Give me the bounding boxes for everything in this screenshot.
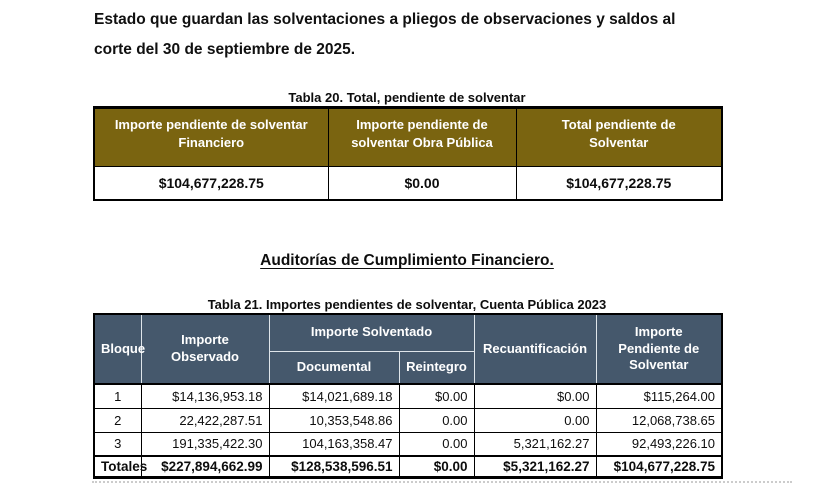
cell-recuantificacion: 0.00 <box>473 407 597 433</box>
cell-total-importe-pendiente: $104,677,228.75 <box>595 455 723 478</box>
page-bottom-dotted-separator <box>92 481 792 483</box>
table20-value-obra-publica: $0.00 <box>327 166 517 200</box>
table21-header-bloque: Bloque <box>93 313 145 385</box>
table20-value-financiero: $104,677,228.75 <box>93 166 329 200</box>
cell-totales-label: Totales <box>93 455 147 478</box>
table20-caption: Tabla 20. Total, pendiente de solventar <box>288 90 526 105</box>
cell-recuantificacion: $0.00 <box>473 383 597 409</box>
table21-header-row-1: Bloque Importe Observado Importe Solvent… <box>93 313 723 385</box>
cell-importe-observado: 191,335,422.30 <box>140 431 270 457</box>
cell-reintegro: 0.00 <box>398 431 475 457</box>
table-importes-pendientes: Bloque Importe Observado Importe Solvent… <box>93 313 724 479</box>
page-title: Estado que guardan las solventaciones a … <box>94 5 746 65</box>
cell-importe-pendiente: 92,493,226.10 <box>595 431 723 457</box>
cell-documental: 104,163,358.47 <box>268 431 400 457</box>
cell-total-observado: $227,894,662.99 <box>140 455 270 478</box>
table-row-totales: Totales $227,894,662.99 $128,538,596.51 … <box>93 455 723 478</box>
cell-total-recuantificacion: $5,321,162.27 <box>473 455 597 478</box>
table-row-bloque-1: 1 $14,136,953.18 $14,021,689.18 $0.00 $0… <box>93 383 723 409</box>
table20-header-financiero: Importe pendiente de solventar Financier… <box>93 107 329 167</box>
cell-bloque: 2 <box>93 407 142 433</box>
table21-header-row-2: Documental Reintegro <box>94 350 722 385</box>
table20-header-row: Importe pendiente de solventar Financier… <box>93 107 723 167</box>
cell-total-reintegro: $0.00 <box>398 455 475 478</box>
cell-importe-observado: 22,422,287.51 <box>140 407 270 433</box>
cell-documental: $14,021,689.18 <box>268 383 400 409</box>
table20-header-obra-publica: Importe pendiente de solventar Obra Públ… <box>327 107 517 167</box>
cell-recuantificacion: 5,321,162.27 <box>473 431 597 457</box>
cell-bloque: 3 <box>93 431 142 457</box>
cell-importe-observado: $14,136,953.18 <box>140 383 270 409</box>
table21-caption: Tabla 21. Importes pendientes de solvent… <box>207 297 607 312</box>
section-heading: Auditorías de Cumplimiento Financiero. <box>260 252 554 269</box>
cell-reintegro: 0.00 <box>398 407 475 433</box>
cell-importe-pendiente: 12,068,738.65 <box>595 407 723 433</box>
table-total-pendiente: Importe pendiente de solventar Financier… <box>93 106 723 201</box>
cell-documental: 10,353,548.86 <box>268 407 400 433</box>
table21-header-recuantificacion: Recuantificación <box>473 313 597 385</box>
page-title-line-2: corte del 30 de septiembre de 2025. <box>94 41 356 58</box>
cell-total-documental: $128,538,596.51 <box>268 455 400 478</box>
cell-reintegro: $0.00 <box>398 383 475 409</box>
table21-header-reintegro: Reintegro <box>398 350 475 385</box>
table21-header-importe-observado: Importe Observado <box>140 313 270 385</box>
table21-header-importe-solventado: Importe Solventado <box>268 313 475 352</box>
page-title-line-1: Estado que guardan las solventaciones a … <box>94 11 676 28</box>
cell-bloque: 1 <box>93 383 142 409</box>
table21-header-importe-pendiente: Importe Pendiente de Solventar <box>595 313 723 385</box>
table-row-bloque-3: 3 191,335,422.30 104,163,358.47 0.00 5,3… <box>93 431 723 457</box>
table-row-bloque-2: 2 22,422,287.51 10,353,548.86 0.00 0.00 … <box>93 407 723 433</box>
table20-header-total: Total pendiente de Solventar <box>515 107 723 167</box>
cell-importe-pendiente: $115,264.00 <box>595 383 723 409</box>
table20-value-row: $104,677,228.75 $0.00 $104,677,228.75 <box>93 166 723 200</box>
table21-header-documental: Documental <box>268 350 400 385</box>
table20-value-total: $104,677,228.75 <box>515 166 723 200</box>
